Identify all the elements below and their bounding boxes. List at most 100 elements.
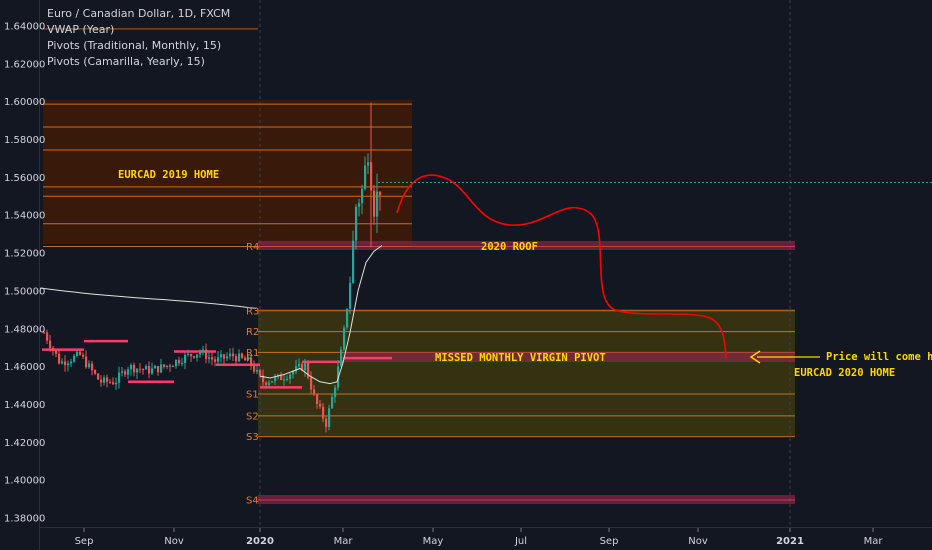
annotation-2020-roof: 2020 ROOF bbox=[481, 241, 538, 253]
candle-body bbox=[325, 418, 328, 427]
pivot-label-s1: S1 bbox=[246, 390, 259, 401]
candle-body bbox=[262, 375, 265, 383]
pivot-labels: R4 R3 R2 R1P S1 S2 S3 S4 bbox=[246, 242, 259, 507]
candle-body bbox=[172, 366, 175, 368]
candle-body bbox=[148, 365, 151, 374]
candle-body bbox=[376, 191, 379, 217]
candle-body bbox=[316, 394, 319, 404]
candle-body bbox=[364, 165, 367, 189]
virgin-pivot-band bbox=[343, 352, 795, 362]
legend-symbol[interactable]: Euro / Canadian Dollar, 1D, FXCM bbox=[47, 7, 231, 20]
zone-2019-home bbox=[43, 100, 412, 244]
pivot-label-r2: R2 bbox=[246, 327, 259, 338]
candle-body bbox=[163, 364, 166, 367]
candle-body bbox=[214, 359, 217, 362]
legend-pivots-monthly[interactable]: Pivots (Traditional, Monthly, 15) bbox=[47, 39, 222, 52]
x-tick-label: Nov bbox=[164, 536, 184, 547]
candle-body bbox=[91, 363, 94, 371]
annotation-price-note: Price will come h bbox=[826, 351, 932, 363]
pivot-label-p: P bbox=[246, 354, 252, 365]
candle-body bbox=[217, 357, 220, 362]
candle-body bbox=[112, 382, 115, 385]
grid-lines bbox=[259, 0, 791, 528]
candle-body bbox=[157, 366, 160, 373]
candle-body bbox=[106, 377, 109, 382]
arrow-head-icon bbox=[749, 350, 761, 364]
candle-body bbox=[250, 357, 253, 366]
candle-body bbox=[133, 364, 136, 373]
vwap-2019-line bbox=[39, 287, 257, 309]
x-tick-label: Jul bbox=[514, 536, 527, 547]
candle-body bbox=[154, 366, 157, 369]
candle-body bbox=[121, 371, 124, 373]
candle-body bbox=[160, 364, 163, 373]
candle-body bbox=[295, 366, 298, 372]
candle-body bbox=[367, 162, 370, 166]
candle-body bbox=[220, 354, 223, 358]
candle-body bbox=[355, 206, 358, 241]
projection-drawing[interactable] bbox=[396, 174, 727, 359]
candle-body bbox=[235, 356, 238, 362]
candle-body bbox=[49, 340, 52, 348]
candle-body bbox=[124, 371, 127, 375]
candle-body bbox=[334, 387, 337, 397]
price-axis[interactable]: 1.64000 1.62000 1.60000 1.58000 1.56000 1.540… bbox=[4, 22, 45, 525]
candle-body bbox=[340, 349, 343, 367]
legend-vwap[interactable]: VWAP (Year) bbox=[47, 23, 115, 36]
candle-body bbox=[313, 389, 316, 395]
y-tick-label: 1.64000 bbox=[4, 22, 45, 33]
candle-body bbox=[298, 363, 301, 367]
annotation-2019-home: EURCAD 2019 HOME bbox=[118, 169, 219, 181]
candle-body bbox=[52, 347, 55, 351]
candle-body bbox=[85, 356, 88, 368]
y-tick-label: 1.48000 bbox=[4, 324, 45, 335]
candle-body bbox=[379, 191, 382, 196]
candle-body bbox=[118, 372, 121, 383]
candle-body bbox=[181, 362, 184, 364]
candle-body bbox=[373, 190, 376, 217]
candle-body bbox=[82, 354, 85, 357]
candle-body bbox=[286, 378, 289, 380]
vwap-2020-line bbox=[259, 245, 383, 385]
candle-body bbox=[61, 361, 64, 364]
candle-body bbox=[265, 382, 268, 385]
camarilla-2019-levels bbox=[43, 28, 412, 247]
candle-body bbox=[67, 363, 70, 366]
price-axis-pane bbox=[0, 0, 39, 550]
candle-body bbox=[328, 408, 331, 427]
candle-body bbox=[190, 353, 193, 357]
candle-body bbox=[73, 355, 76, 362]
time-axis[interactable]: Sep Nov 2020 Mar May Jul Sep Nov 2021 Mar bbox=[75, 528, 884, 547]
candle-body bbox=[205, 349, 208, 359]
pivot-label-r3: R3 bbox=[246, 306, 259, 317]
candle-body bbox=[241, 353, 244, 358]
candle-body bbox=[352, 240, 355, 283]
y-tick-label: 1.40000 bbox=[4, 476, 45, 487]
x-tick-label: Nov bbox=[688, 536, 708, 547]
candle-body bbox=[202, 349, 205, 353]
y-tick-label: 1.56000 bbox=[4, 173, 45, 184]
legend-pivots-yearly[interactable]: Pivots (Camarilla, Yearly, 15) bbox=[47, 55, 205, 68]
pivot-label-s3: S3 bbox=[246, 432, 259, 443]
candle-body bbox=[130, 364, 133, 370]
candle-body bbox=[46, 332, 49, 341]
candle-body bbox=[196, 354, 199, 358]
candle-body bbox=[178, 359, 181, 364]
candle-body bbox=[70, 361, 73, 364]
zone-2020-home bbox=[258, 309, 795, 436]
x-tick-label: Mar bbox=[864, 536, 884, 547]
pivot-label-r1: R1 bbox=[246, 348, 259, 359]
candle-body bbox=[322, 406, 325, 419]
candle-body bbox=[232, 353, 235, 357]
candle-body bbox=[100, 379, 103, 383]
candle-body bbox=[268, 382, 271, 385]
candle-body bbox=[136, 368, 139, 373]
x-tick-label: Sep bbox=[75, 536, 94, 547]
candle-body bbox=[175, 359, 178, 367]
candle-body bbox=[199, 352, 202, 355]
candle-body bbox=[304, 362, 307, 371]
candle-body bbox=[58, 353, 61, 364]
candle-body bbox=[208, 357, 211, 359]
